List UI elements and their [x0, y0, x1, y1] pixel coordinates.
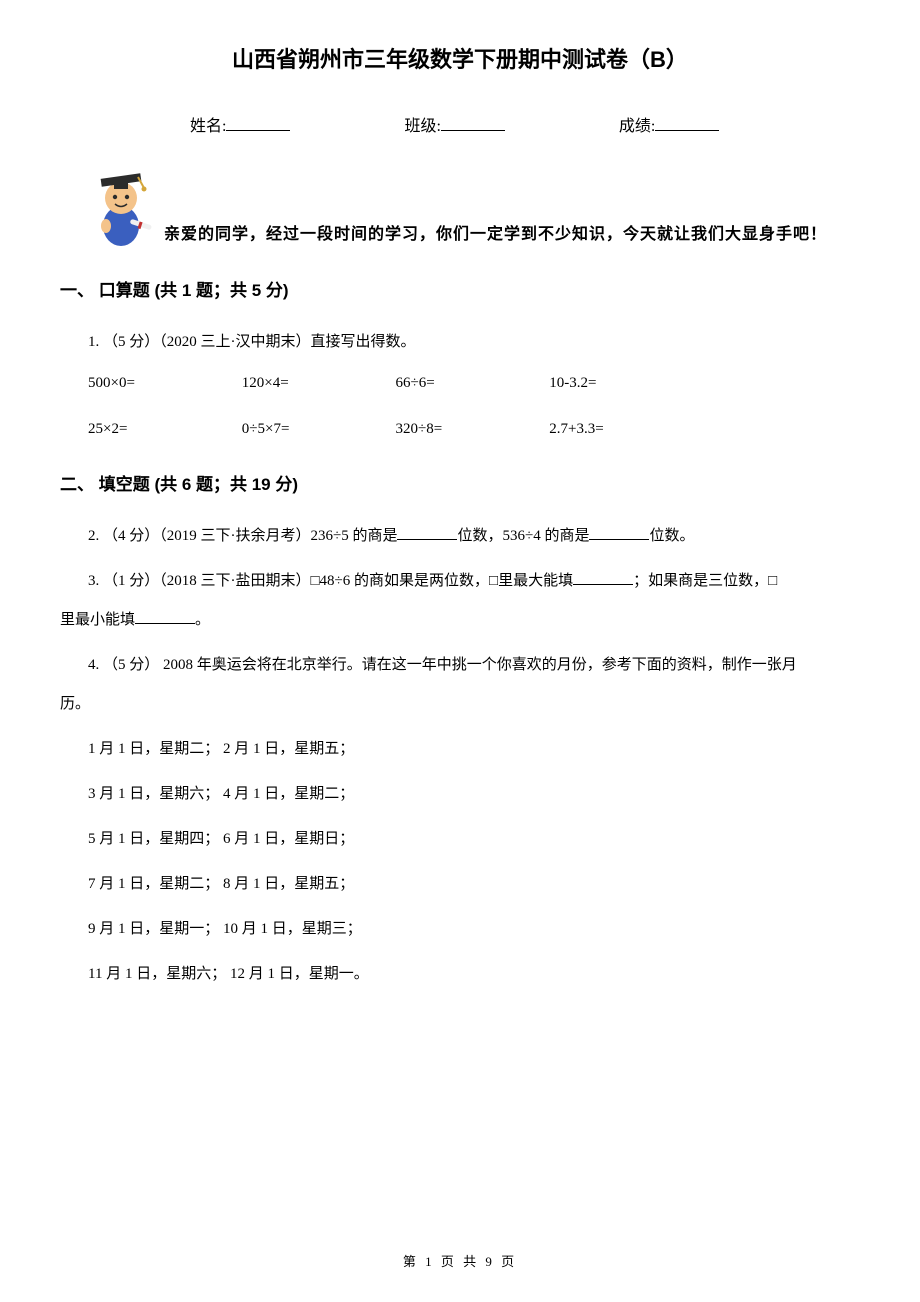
q2-part-a: 2. （4 分）（2019 三下·扶余月考）236÷5 的商是: [88, 528, 397, 544]
q3-line2-b: 。: [195, 612, 210, 628]
calc-2c: 320÷8=: [396, 414, 546, 444]
q3-blank-1[interactable]: [573, 569, 633, 585]
class-blank[interactable]: [441, 114, 505, 131]
calc-1a: 500×0=: [88, 368, 238, 398]
q3-blank-2[interactable]: [135, 608, 195, 624]
q3-line1: 3. （1 分）（2018 三下·盐田期末）□48÷6 的商如果是两位数，□里最…: [88, 562, 860, 601]
name-label: 姓名:: [190, 112, 290, 136]
page: 山西省朔州市三年级数学下册期中测试卷（B） 姓名: 班级: 成绩: 亲爱的同学，…: [0, 0, 920, 1302]
q2-part-c: 位数。: [649, 528, 694, 544]
calc-2b: 0÷5×7=: [242, 414, 392, 444]
mascot-row: 亲爱的同学，经过一段时间的学习，你们一定学到不少知识，今天就让我们大显身手吧！: [84, 168, 860, 250]
q2-part-b: 位数，536÷4 的商是: [457, 528, 589, 544]
date-5: 9 月 1 日，星期一； 10 月 1 日，星期三；: [88, 910, 860, 949]
page-footer: 第 1 页 共 9 页: [0, 1251, 920, 1270]
q4-line2: 历。: [60, 685, 860, 724]
name-label-text: 姓名:: [190, 118, 226, 135]
score-label-text: 成绩:: [619, 118, 655, 135]
calc-2d: 2.7+3.3=: [549, 414, 699, 444]
q2-blank-1[interactable]: [397, 524, 457, 540]
q4-line1: 4. （5 分） 2008 年奥运会将在北京举行。请在这一年中挑一个你喜欢的月份…: [88, 646, 860, 685]
section-1-heading: 一、 口算题 (共 1 题；共 5 分): [60, 276, 860, 301]
score-label: 成绩:: [619, 112, 719, 136]
greeting-text: 亲爱的同学，经过一段时间的学习，你们一定学到不少知识，今天就让我们大显身手吧！: [164, 220, 827, 250]
calc-1b: 120×4=: [242, 368, 392, 398]
page-title: 山西省朔州市三年级数学下册期中测试卷（B）: [60, 42, 860, 74]
date-2: 3 月 1 日，星期六； 4 月 1 日，星期二；: [88, 775, 860, 814]
date-1: 1 月 1 日，星期二； 2 月 1 日，星期五；: [88, 730, 860, 769]
calc-1c: 66÷6=: [396, 368, 546, 398]
q3-part-a: 3. （1 分）（2018 三下·盐田期末）□48÷6 的商如果是两位数，□里最…: [88, 573, 573, 589]
calc-row-1: 500×0= 120×4= 66÷6= 10-3.2=: [88, 368, 860, 398]
calc-1d: 10-3.2=: [549, 368, 699, 398]
mascot-icon: [84, 168, 158, 250]
q2-blank-2[interactable]: [589, 524, 649, 540]
date-3: 5 月 1 日，星期四； 6 月 1 日，星期日；: [88, 820, 860, 859]
score-blank[interactable]: [655, 114, 719, 131]
date-6: 11 月 1 日，星期六； 12 月 1 日，星期一。: [88, 955, 860, 994]
calc-2a: 25×2=: [88, 414, 238, 444]
section-2-heading: 二、 填空题 (共 6 题；共 19 分): [60, 470, 860, 495]
class-label: 班级:: [404, 112, 504, 136]
q3-line2: 里最小能填 。: [60, 601, 860, 640]
calc-row-2: 25×2= 0÷5×7= 320÷8= 2.7+3.3=: [88, 414, 860, 444]
class-label-text: 班级:: [404, 118, 440, 135]
q1-header: 1. （5 分）（2020 三上·汉中期末）直接写出得数。: [88, 323, 860, 362]
q3-part-b: ；如果商是三位数，□: [633, 573, 777, 589]
name-blank[interactable]: [226, 114, 290, 131]
date-4: 7 月 1 日，星期二； 8 月 1 日，星期五；: [88, 865, 860, 904]
q3-line2-a: 里最小能填: [60, 612, 135, 628]
info-row: 姓名: 班级: 成绩:: [60, 112, 860, 136]
q2: 2. （4 分）（2019 三下·扶余月考）236÷5 的商是 位数，536÷4 …: [88, 517, 860, 556]
